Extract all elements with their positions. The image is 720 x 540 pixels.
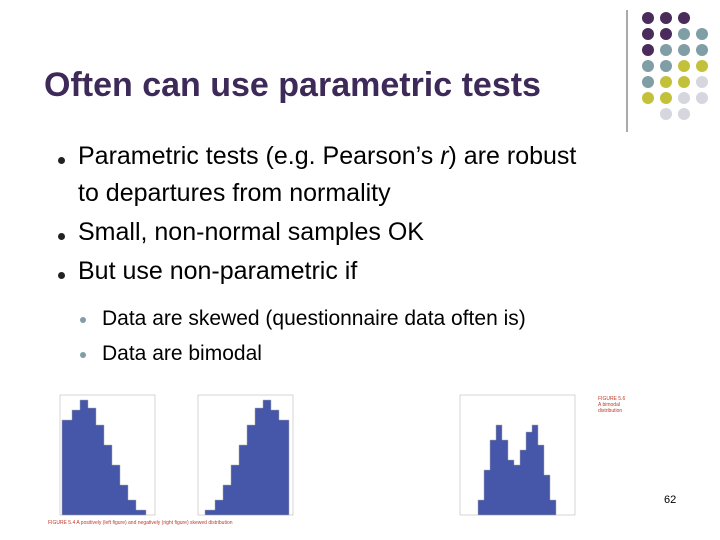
bullet: But use non-parametric if	[78, 257, 358, 285]
histogram-images	[59, 394, 576, 516]
bullet-continuation: to departures from normality	[78, 179, 391, 207]
bullet-marker	[58, 272, 65, 279]
figure-caption: FIGURE 5.6 A bimodal distribution	[598, 396, 626, 414]
slide-title: Often can use parametric tests	[44, 66, 541, 104]
bullet-marker	[58, 157, 65, 164]
sub-bullet-marker	[80, 352, 86, 358]
sub-bullet: Data are bimodal	[102, 342, 262, 365]
bullet-text: ) are robust	[448, 142, 577, 170]
bullet: Small, non-normal samples OK	[78, 218, 424, 246]
page-number: 62	[664, 494, 677, 506]
dot-grid	[642, 12, 708, 120]
bullet-marker	[58, 233, 65, 240]
sub-bullet-marker	[80, 317, 86, 323]
bullet: Parametric tests (e.g. Pearson’s r) are …	[78, 142, 576, 171]
figure-caption: FIGURE 5.4 A positively (left figure) an…	[48, 520, 233, 526]
bullet-text: Parametric tests (e.g. Pearson’s	[78, 142, 441, 170]
sub-bullet: Data are skewed (questionnaire data ofte…	[102, 307, 526, 330]
bullet-italic: r	[440, 142, 449, 170]
